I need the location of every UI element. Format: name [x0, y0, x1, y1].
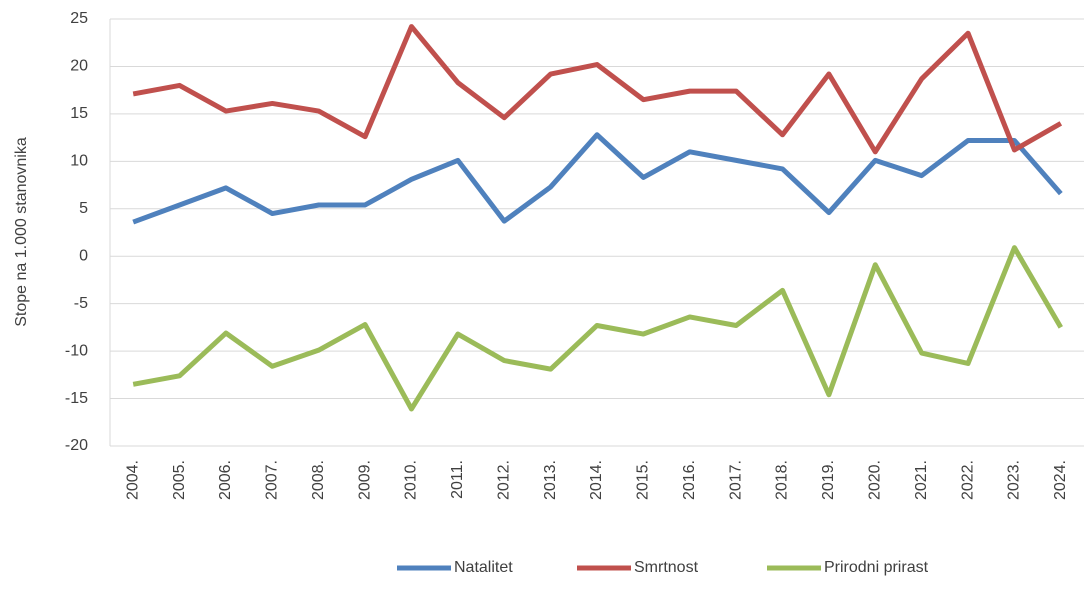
- legend-label: Natalitet: [454, 559, 513, 576]
- legend-label: Prirodni prirast: [824, 559, 929, 576]
- y-tick-label: 15: [70, 105, 88, 122]
- x-tick-label: 2011.: [449, 460, 466, 499]
- y-tick-label: -20: [65, 437, 88, 454]
- y-tick-label: 10: [70, 153, 88, 170]
- x-tick-label: 2021.: [913, 460, 930, 500]
- x-tick-label: 2006.: [217, 460, 234, 500]
- x-tick-label: 2013.: [542, 460, 559, 500]
- x-tick-label: 2009.: [356, 460, 373, 500]
- y-tick-label: 20: [70, 58, 88, 75]
- y-tick-label: 25: [70, 10, 88, 27]
- y-tick-label: -15: [65, 390, 88, 407]
- line-series: [132, 245, 1063, 412]
- x-tick-label: 2019.: [820, 460, 837, 500]
- x-tick-label: 2024.: [1052, 460, 1069, 500]
- line-series: [132, 132, 1063, 225]
- x-tick-label: 2022.: [959, 460, 976, 500]
- x-tick-label: 2015.: [635, 460, 652, 500]
- x-tick-label: 2008.: [310, 460, 327, 500]
- x-tick-label: 2017.: [727, 460, 744, 500]
- x-tick-label: 2012.: [495, 460, 512, 500]
- y-tick-label: -10: [65, 342, 88, 359]
- line-series: [132, 24, 1063, 155]
- x-tick-label: 2020.: [867, 460, 884, 500]
- y-axis-label: Stope na 1.000 stanovnika: [13, 137, 30, 327]
- x-tick-label: 2007.: [264, 460, 281, 500]
- x-tick-label: 2023.: [1006, 460, 1023, 500]
- y-tick-label: 0: [79, 247, 88, 264]
- x-tick-label: 2004.: [124, 460, 141, 500]
- x-tick-label: 2014.: [588, 460, 605, 500]
- legend-label: Smrtnost: [634, 559, 699, 576]
- x-tick-label: 2005.: [171, 460, 188, 500]
- y-tick-label: 5: [79, 200, 88, 217]
- y-tick-label: -5: [74, 295, 88, 312]
- x-tick-label: 2018.: [774, 460, 791, 500]
- x-tick-label: 2010.: [403, 460, 420, 500]
- x-tick-label: 2016.: [681, 460, 698, 500]
